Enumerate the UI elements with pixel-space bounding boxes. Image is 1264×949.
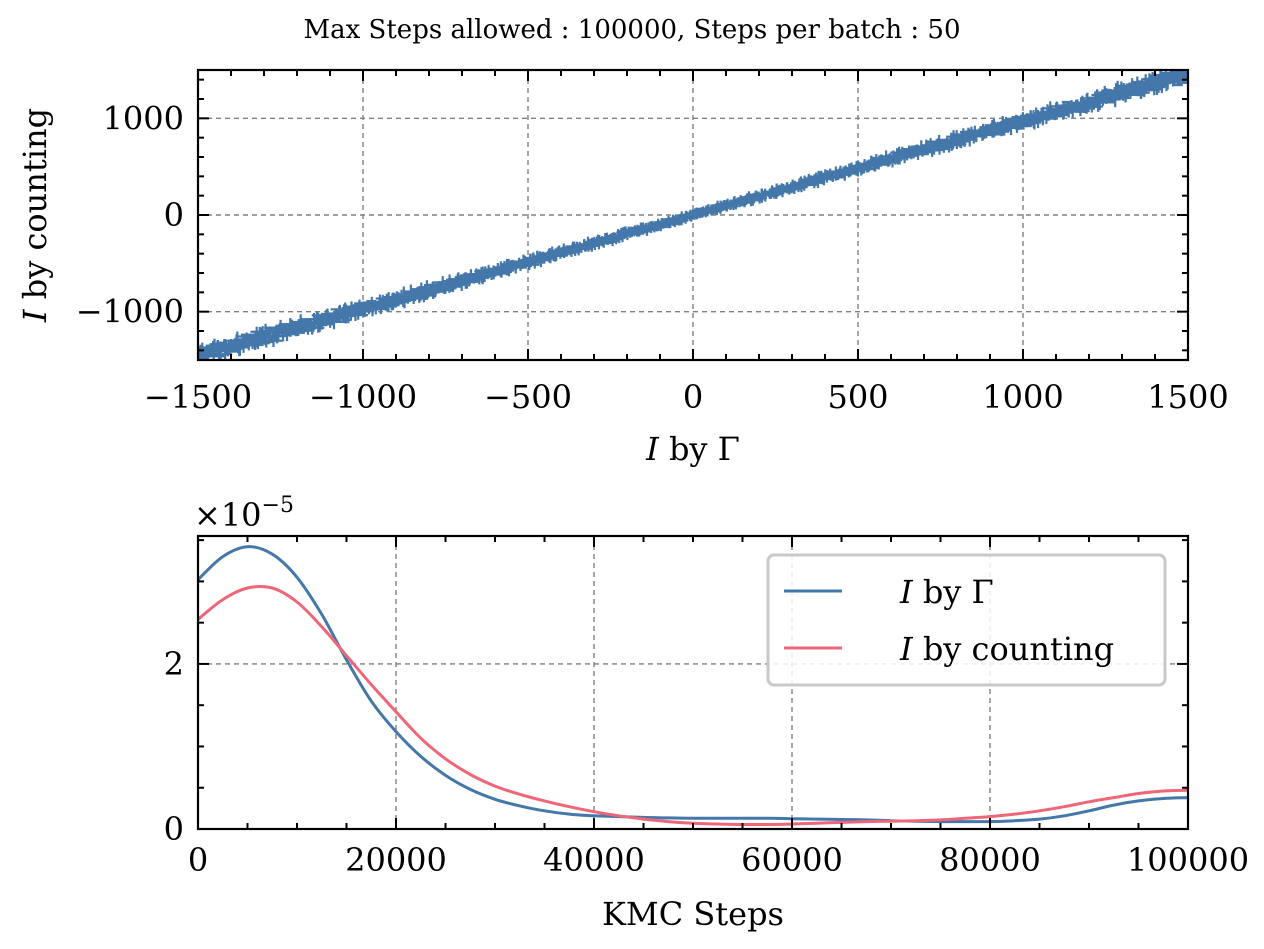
scatter-y-tick-labels: −1000 0 1000 bbox=[76, 99, 184, 330]
legend-label-gamma-symbol: I bbox=[899, 573, 914, 611]
line-y-tick-labels: 02 bbox=[164, 645, 184, 848]
scatter-x-tick-label: 0 bbox=[683, 378, 703, 416]
line-x-tick-label: 40000 bbox=[543, 841, 645, 879]
legend-label-gamma: I by Γ bbox=[899, 573, 994, 611]
scatter-ticks bbox=[197, 70, 1189, 360]
scatter-plot-panel: −1500 −1000 −500 0 500 1000 1500 −1000 0 1000 I … bbox=[16, 68, 1229, 468]
line-y-tick-label: 2 bbox=[164, 645, 184, 683]
scatter-y-tick-label: 1000 bbox=[103, 99, 184, 137]
scatter-x-tick-label: 1000 bbox=[982, 378, 1063, 416]
line-x-tick-label: 80000 bbox=[939, 841, 1041, 879]
scatter-x-tick-label: 1500 bbox=[1147, 378, 1228, 416]
scatter-x-tick-label: −1500 bbox=[144, 378, 252, 416]
scatter-y-axis-label-rest: by counting bbox=[16, 108, 54, 310]
line-plot-panel: 0 20000 40000 60000 80000 100000 02 ×10−5 KMC… bbox=[164, 493, 1249, 933]
line-y-offset-label: ×10−5 bbox=[194, 493, 294, 534]
scatter-points bbox=[198, 70, 1188, 360]
legend-label-gamma-rest: by Γ bbox=[913, 573, 994, 611]
legend-box bbox=[766, 553, 1167, 687]
legend-label-counting: I by counting bbox=[899, 630, 1114, 668]
scatter-x-tick-label: 500 bbox=[827, 378, 888, 416]
scatter-x-axis-label-symbol: I bbox=[645, 430, 660, 468]
legend-label-counting-symbol: I bbox=[899, 630, 914, 668]
scatter-x-axis-label: I by Γ bbox=[645, 430, 740, 468]
scatter-y-axis-label: I by counting bbox=[16, 108, 54, 323]
scatter-y-tick-label: 0 bbox=[164, 196, 184, 234]
figure-title: Max Steps allowed : 100000, Steps per ba… bbox=[304, 15, 961, 45]
legend: I by Γ I by counting bbox=[766, 553, 1167, 687]
scatter-y-axis-label-symbol: I bbox=[16, 308, 54, 323]
line-x-tick-label: 0 bbox=[188, 841, 208, 879]
line-x-tick-label: 100000 bbox=[1127, 841, 1249, 879]
line-series-gamma bbox=[196, 545, 1189, 824]
line-x-axis-label: KMC Steps bbox=[602, 895, 784, 933]
line-x-tick-labels: 0 20000 40000 60000 80000 100000 bbox=[188, 841, 1249, 879]
scatter-x-axis-label-rest: by Γ bbox=[659, 430, 740, 468]
line-y-tick-label: 0 bbox=[164, 810, 184, 848]
line-x-tick-label: 60000 bbox=[741, 841, 843, 879]
scatter-x-tick-label: −500 bbox=[484, 378, 572, 416]
scatter-y-tick-label: −1000 bbox=[76, 293, 184, 331]
line-x-tick-label: 20000 bbox=[345, 841, 447, 879]
line-ticks bbox=[197, 536, 1189, 830]
legend-label-counting-rest: by counting bbox=[913, 630, 1115, 668]
scatter-x-tick-labels: −1500 −1000 −500 0 500 1000 1500 bbox=[144, 378, 1229, 416]
scatter-x-tick-label: −1000 bbox=[309, 378, 417, 416]
